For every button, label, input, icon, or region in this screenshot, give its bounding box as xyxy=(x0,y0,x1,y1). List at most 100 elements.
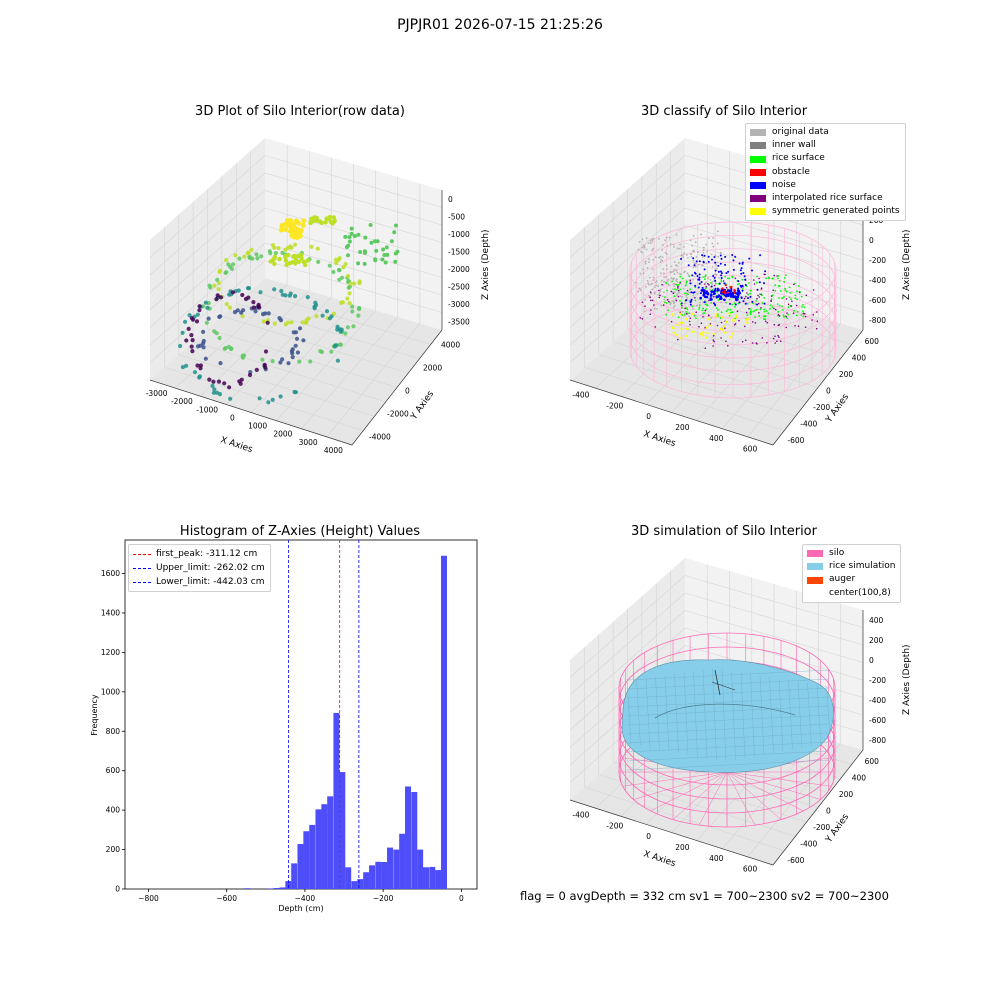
interpolated-point xyxy=(686,289,689,292)
grid-line xyxy=(569,575,686,678)
rice-surface-point xyxy=(752,310,755,313)
rice-surface-point xyxy=(796,298,798,301)
rice-surface-point xyxy=(763,315,765,318)
data-point xyxy=(345,296,350,301)
noise-point xyxy=(763,282,765,285)
silo-floor-line xyxy=(726,771,804,812)
panel1-zlabel: Z Axies (Depth) xyxy=(481,229,491,300)
rice-surface-point xyxy=(774,284,777,286)
silo-floor-line xyxy=(726,771,756,826)
original-point xyxy=(652,237,655,240)
rice-surface-point xyxy=(698,306,701,309)
data-point xyxy=(237,256,242,261)
data-point xyxy=(257,396,262,401)
legend-swatch xyxy=(750,208,766,216)
original-point xyxy=(692,234,695,237)
z-tick-label: -500 xyxy=(448,212,465,221)
symmetric-point xyxy=(685,318,688,321)
z-tick-label: -800 xyxy=(869,736,886,745)
interpolated-point xyxy=(649,313,651,315)
original-point xyxy=(661,295,664,298)
rice-surface-point xyxy=(781,305,783,308)
data-point xyxy=(270,397,275,402)
histogram-bar xyxy=(273,888,280,889)
original-point xyxy=(673,261,676,263)
interpolated-point xyxy=(748,307,750,310)
legend-item-rice-surface: rice surface xyxy=(750,152,900,165)
legend-swatch xyxy=(750,129,766,137)
rice-surface-point xyxy=(747,293,749,296)
interpolated-point xyxy=(753,279,755,281)
original-point xyxy=(660,304,663,307)
noise-point xyxy=(729,291,732,295)
noise-point xyxy=(748,257,751,260)
rice-surface-point xyxy=(759,308,762,311)
rice-surface-point xyxy=(674,288,676,290)
data-point xyxy=(215,277,220,282)
data-point xyxy=(308,359,313,364)
interpolated-point xyxy=(754,322,757,324)
grid-line xyxy=(722,316,819,429)
original-point xyxy=(695,256,698,258)
interpolated-point xyxy=(763,273,765,275)
data-point xyxy=(343,234,348,239)
noise-point xyxy=(698,260,701,263)
interpolated-point xyxy=(764,320,767,323)
original-point xyxy=(711,242,714,245)
interpolated-point xyxy=(751,342,754,344)
surface-mesh-line xyxy=(797,681,803,748)
symmetric-point xyxy=(680,336,683,340)
noise-point xyxy=(703,268,706,271)
original-point xyxy=(635,281,638,284)
original-point xyxy=(695,262,697,265)
panel1-xlabel: X Axies xyxy=(219,435,254,455)
noise-point xyxy=(738,301,741,304)
original-point xyxy=(688,291,690,294)
original-point xyxy=(706,250,709,253)
surface-mesh-line xyxy=(626,741,830,753)
auger-mark xyxy=(714,669,721,696)
obstacle-point xyxy=(729,286,732,289)
interpolated-point xyxy=(758,277,760,280)
rice-surface-point xyxy=(702,307,705,310)
interpolated-point xyxy=(672,292,675,295)
noise-point xyxy=(698,273,701,276)
original-point xyxy=(672,243,675,246)
rice-surface-point xyxy=(746,302,749,305)
symmetric-point xyxy=(708,318,711,321)
interpolated-point xyxy=(650,309,652,311)
data-point xyxy=(395,249,400,254)
interpolated-point xyxy=(677,285,679,288)
histogram-bar xyxy=(351,881,358,889)
noise-point xyxy=(747,297,749,300)
symmetric-point xyxy=(676,323,679,327)
grid-line xyxy=(696,310,797,421)
data-point xyxy=(356,261,361,266)
noise-point xyxy=(742,272,745,274)
original-point xyxy=(638,287,641,290)
rice-surface-point xyxy=(665,313,668,316)
symmetric-point xyxy=(725,320,728,323)
rice-surface-point xyxy=(720,311,723,314)
x-tick-label: 400 xyxy=(709,854,724,863)
original-point xyxy=(644,262,647,265)
data-point xyxy=(226,262,231,267)
noise-point xyxy=(714,269,717,272)
original-point xyxy=(645,237,648,240)
rice-surface-point xyxy=(802,304,804,306)
legend-label: obstacle xyxy=(772,166,810,177)
data-point xyxy=(327,263,332,268)
data-point xyxy=(205,305,210,310)
noise-point xyxy=(764,270,767,273)
grid-line xyxy=(569,155,686,258)
original-point xyxy=(675,298,677,300)
legend-label: auger xyxy=(829,574,856,585)
interpolated-point xyxy=(704,347,707,349)
y-tick-label: 400 xyxy=(852,774,867,783)
surface-mesh-line xyxy=(626,705,830,717)
z-tick-label: -400 xyxy=(869,696,886,705)
original-point xyxy=(675,264,677,266)
interpolated-point xyxy=(702,316,704,318)
data-point xyxy=(314,218,320,223)
original-point xyxy=(664,239,666,242)
